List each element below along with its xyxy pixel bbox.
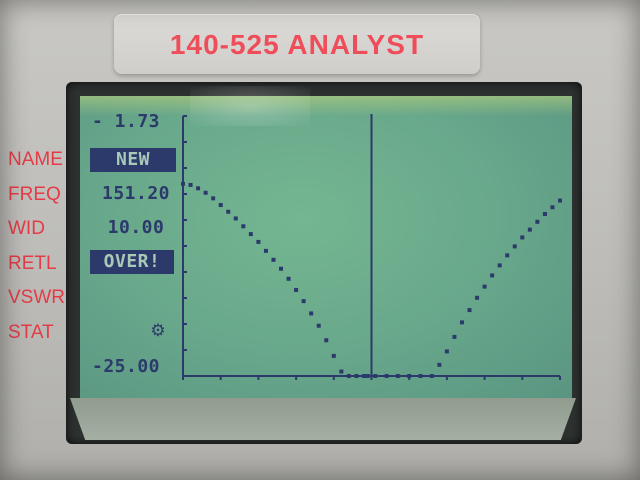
side-label-wid[interactable]: WID (8, 218, 45, 239)
gear-icon: ⚙ (150, 321, 166, 341)
side-label-retl[interactable]: RETL (8, 252, 57, 274)
data-point (331, 353, 336, 358)
data-point (452, 334, 457, 339)
mode-value: OVER! (90, 250, 174, 274)
side-label-vswr[interactable]: VSWR (8, 287, 65, 308)
data-point (505, 253, 510, 258)
frequency-value: 151.20 (101, 183, 171, 204)
data-point (279, 266, 284, 271)
data-point (373, 374, 378, 378)
data-point (256, 239, 261, 244)
data-point (241, 224, 246, 229)
data-point (558, 198, 562, 203)
data-point (294, 287, 299, 292)
screen-lower-bevel (70, 398, 576, 440)
data-point (497, 263, 502, 268)
data-point (365, 374, 370, 378)
data-point (444, 349, 449, 354)
name-value: NEW (90, 148, 176, 172)
brand-plate (114, 14, 480, 74)
data-point (316, 323, 321, 328)
lcd-display (80, 96, 572, 402)
data-point (407, 374, 412, 378)
data-point (233, 216, 238, 221)
data-point (542, 211, 547, 216)
data-point (248, 232, 253, 237)
y-axis-min-label: -25.00 (92, 356, 161, 377)
data-point (490, 273, 495, 278)
data-point (324, 338, 329, 343)
data-point (550, 205, 555, 210)
side-label-freq[interactable]: FREQ (8, 183, 61, 205)
data-point (339, 369, 344, 374)
data-point (203, 190, 208, 195)
data-point (475, 295, 480, 300)
data-point (354, 374, 359, 378)
data-point (361, 374, 366, 378)
side-label-name[interactable]: NAME (8, 149, 63, 170)
data-point (418, 374, 423, 378)
data-point (395, 374, 400, 378)
lcd-backlight-glow (80, 96, 572, 116)
data-point (226, 209, 231, 214)
side-label-column: NAME FREQ WID RETL VSWR STAT (8, 146, 68, 353)
data-point (467, 308, 472, 313)
data-point (181, 181, 185, 186)
data-point (188, 182, 193, 187)
data-point (218, 203, 223, 208)
data-point (211, 196, 216, 201)
data-point (346, 374, 351, 378)
data-point (301, 299, 306, 304)
data-point (263, 248, 268, 253)
data-point (520, 235, 525, 240)
data-point (286, 276, 291, 281)
data-point (482, 284, 487, 289)
data-point (535, 219, 540, 224)
y-axis-max-label: - 1.73 (92, 111, 161, 132)
device-brand-label: 140-525 ANALYST (169, 29, 425, 60)
data-point (429, 374, 434, 378)
width-value: 10.00 (107, 217, 165, 238)
data-point (459, 320, 464, 325)
data-point (512, 244, 517, 249)
data-point (271, 257, 276, 262)
side-label-stat[interactable]: STAT (8, 321, 54, 343)
plot-series (181, 181, 562, 378)
screen-glare (190, 86, 310, 126)
data-point (437, 362, 442, 367)
data-point (384, 374, 389, 378)
data-point (196, 186, 201, 191)
data-point (527, 227, 532, 232)
data-point (309, 311, 314, 316)
